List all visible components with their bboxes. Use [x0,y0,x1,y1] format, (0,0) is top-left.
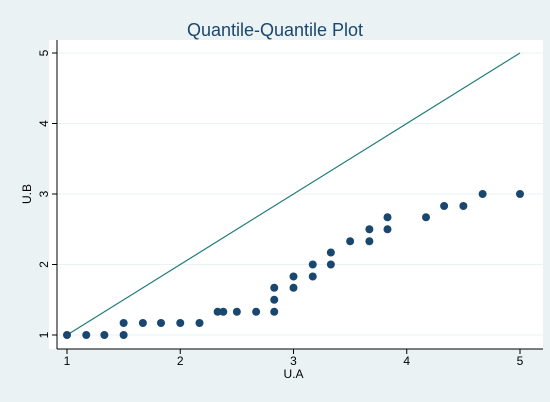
data-point [252,307,261,316]
data-point [365,225,374,234]
data-point [119,331,128,339]
data-point [195,319,204,328]
chart-title: Quantile-Quantile Plot [186,20,364,40]
data-point [308,272,317,281]
y-tick-label: 1 [37,331,51,338]
x-tick-label: 2 [177,354,184,368]
x-tick-label: 1 [64,354,71,368]
data-point [326,260,335,269]
data-point [213,307,222,316]
data-point [176,319,185,328]
data-point [289,283,298,292]
y-axis-title: U.B [20,184,34,204]
data-point [232,307,241,316]
grid-layer [57,52,543,336]
data-point [138,319,147,328]
x-tick-label: 3 [290,354,297,368]
data-point [365,237,374,246]
tick-layer: 1 2 3 4 5 1 2 3 4 5 [37,49,524,368]
data-point [119,319,128,328]
x-tick-label: 5 [517,354,524,368]
data-point [289,272,298,281]
data-point [156,319,165,328]
data-point [326,248,335,257]
x-axis-title: U.A [283,367,303,381]
data-point [308,260,317,269]
y-tick-label: 3 [37,190,51,197]
data-point [63,331,71,339]
data-point [270,295,279,304]
data-point [270,307,279,316]
y-tick-label: 4 [37,120,51,127]
data-point [346,237,355,246]
data-point [383,225,392,234]
x-tick-label: 4 [403,354,410,368]
data-point [440,201,449,210]
reference-line-layer [66,52,521,336]
y-tick-label: 2 [37,261,51,268]
data-point [422,213,431,222]
data-point [82,331,91,339]
reference-line [66,52,521,336]
y-tick-label: 5 [37,49,51,56]
points-layer [63,190,524,339]
data-point [100,331,109,339]
data-point [219,307,228,316]
data-point [478,190,487,198]
data-point [516,190,524,198]
data-point [459,201,468,210]
data-point [270,283,279,292]
data-point [383,213,392,222]
